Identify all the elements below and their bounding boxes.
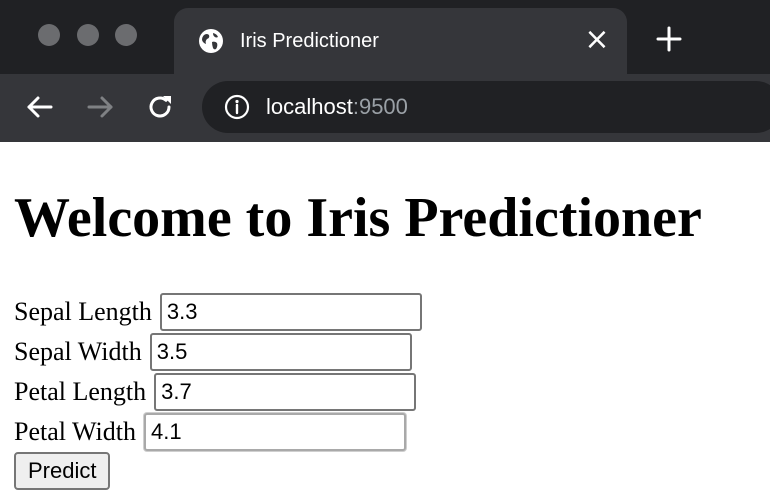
close-tab-icon[interactable]: ×: [584, 22, 610, 57]
petal-length-label: Petal Length: [14, 377, 147, 406]
sepal-length-input[interactable]: [159, 293, 422, 331]
url-host: localhost: [266, 94, 353, 119]
back-icon[interactable]: [24, 91, 56, 123]
maximize-window-button[interactable]: [115, 24, 137, 46]
form-row-petal-length: Petal Length: [14, 372, 417, 412]
tab-strip: Iris Predictioner ×: [0, 0, 770, 74]
sepal-width-input[interactable]: [149, 333, 412, 371]
browser-toolbar: localhost:9500: [0, 74, 770, 142]
page-title: Welcome to Iris Predictioner: [14, 187, 702, 249]
page-content: Welcome to Iris Predictioner Sepal Lengt…: [0, 142, 770, 501]
reload-icon[interactable]: [144, 91, 176, 123]
close-window-button[interactable]: [38, 24, 60, 46]
form-row-petal-width: Petal Width: [14, 412, 406, 452]
sepal-width-label: Sepal Width: [14, 337, 142, 366]
tab-title: Iris Predictioner: [240, 30, 379, 52]
tab-iris-predictioner[interactable]: Iris Predictioner ×: [174, 8, 627, 74]
browser-chrome: Iris Predictioner × localhost:95: [0, 0, 770, 142]
url-text: localhost:9500: [266, 93, 408, 121]
form-row-sepal-width: Sepal Width: [14, 332, 412, 372]
form-row-sepal-length: Sepal Length: [14, 292, 422, 332]
minimize-window-button[interactable]: [77, 24, 99, 46]
sepal-length-label: Sepal Length: [14, 297, 152, 326]
forward-icon[interactable]: [84, 91, 116, 123]
petal-width-input[interactable]: [143, 413, 406, 451]
info-icon[interactable]: [224, 94, 250, 120]
petal-length-input[interactable]: [154, 373, 417, 411]
url-port: :9500: [352, 94, 408, 119]
petal-width-label: Petal Width: [14, 417, 136, 446]
new-tab-icon[interactable]: [652, 22, 686, 56]
globe-icon: [199, 29, 223, 53]
predict-button[interactable]: Predict: [14, 452, 111, 490]
address-bar[interactable]: localhost:9500: [202, 81, 770, 133]
